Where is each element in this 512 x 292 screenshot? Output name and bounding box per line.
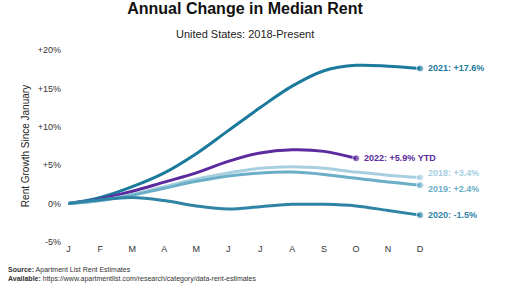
svg-text:N: N (385, 244, 392, 254)
svg-text:M: M (129, 244, 137, 254)
svg-text:2021: +17.6%: 2021: +17.6% (428, 63, 484, 73)
svg-text:2020: -1.5%: 2020: -1.5% (428, 210, 477, 220)
svg-text:S: S (321, 244, 327, 254)
svg-text:2018: +3.4%: 2018: +3.4% (428, 168, 479, 178)
svg-text:Source: Apartment List Rent Es: Source: Apartment List Rent Estimates (8, 266, 131, 274)
svg-text:F: F (98, 244, 104, 254)
svg-text:+20%: +20% (38, 45, 61, 55)
svg-text:+5%: +5% (43, 160, 61, 170)
svg-text:A: A (289, 244, 295, 254)
svg-text:+15%: +15% (38, 84, 61, 94)
svg-text:Available: https://www.apartme: Available: https://www.apartmentlist.com… (8, 275, 256, 283)
svg-text:J: J (66, 244, 71, 254)
svg-text:0%: 0% (48, 199, 61, 209)
svg-text:J: J (226, 244, 231, 254)
svg-text:Rent Growth Since January: Rent Growth Since January (20, 85, 31, 207)
svg-text:J: J (258, 244, 263, 254)
svg-text:O: O (353, 244, 360, 254)
svg-text:Annual Change in Median Rent: Annual Change in Median Rent (127, 0, 363, 17)
svg-text:-5%: -5% (45, 237, 61, 247)
svg-text:A: A (161, 244, 167, 254)
svg-text:D: D (417, 244, 424, 254)
svg-text:+10%: +10% (38, 122, 61, 132)
svg-text:United States: 2018-Present: United States: 2018-Present (176, 28, 314, 40)
svg-text:M: M (193, 244, 201, 254)
svg-text:2022: +5.9% YTD: 2022: +5.9% YTD (364, 153, 436, 163)
svg-text:2019: +2.4%: 2019: +2.4% (428, 184, 479, 194)
